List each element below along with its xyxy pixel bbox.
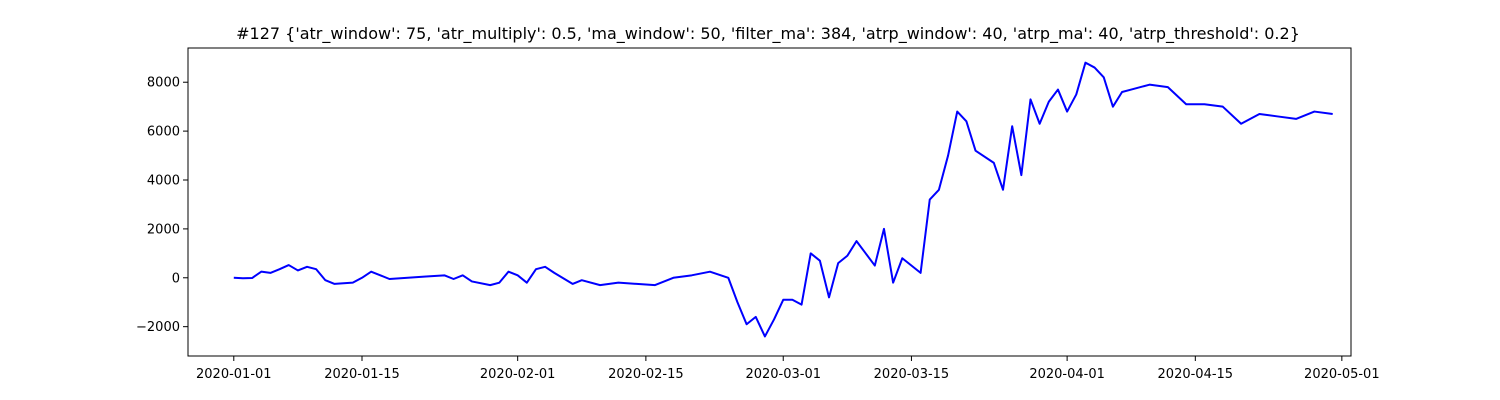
chart-title: #127 {'atr_window': 75, 'atr_multiply': … [236,24,1300,44]
x-tick-label: 2020-05-01 [1304,367,1380,382]
x-tick-label: 2020-01-01 [196,367,272,382]
plot-frame [187,47,1352,357]
y-tick-label: 2000 [147,222,180,237]
x-tick-label: 2020-03-01 [745,367,821,382]
x-tick-label: 2020-03-15 [874,367,950,382]
x-tick-label: 2020-04-01 [1029,367,1105,382]
x-tick-label: 2020-04-15 [1158,367,1234,382]
x-tick-label: 2020-02-15 [608,367,684,382]
y-axis: −2000 0 2000 4000 6000 8000 [136,76,188,335]
x-tick-label: 2020-02-01 [480,367,556,382]
y-tick-label: 0 [172,271,180,286]
y-tick-label: 4000 [147,174,180,189]
x-axis: 2020-01-01 2020-01-15 2020-02-01 2020-02-15… [196,356,1380,382]
y-tick-label: 8000 [147,76,180,91]
y-tick-label: 6000 [147,125,180,140]
y-tick-label: −2000 [136,320,180,335]
plot-area [233,61,1333,338]
x-tick-label: 2020-01-15 [324,367,400,382]
series-line [233,61,1333,338]
